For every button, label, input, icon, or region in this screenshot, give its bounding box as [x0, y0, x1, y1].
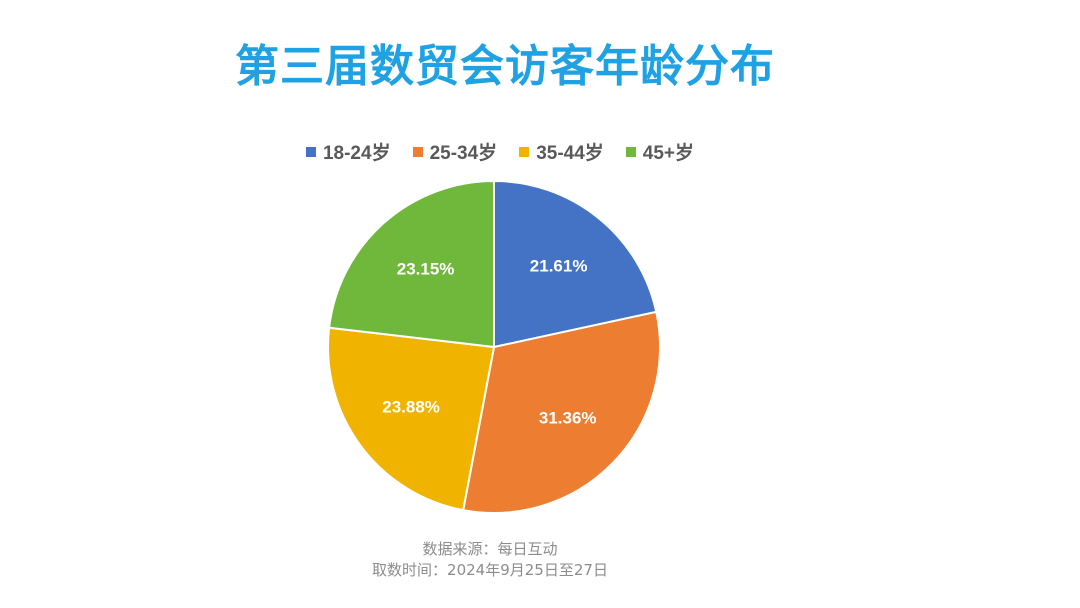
legend-item-25-34: 25-34岁 [412, 138, 498, 165]
data-period-note: 取数时间：2024年9月25日至27日 [372, 561, 608, 579]
pie-slice-label-18-24: 21.61% [530, 256, 588, 275]
data-source-note: 数据来源：每日互动 [422, 540, 558, 558]
legend-label: 45+岁 [642, 143, 695, 164]
pie-slice-label-45plus: 23.15% [397, 260, 455, 279]
legend-item-35-44: 35-44岁 [519, 138, 604, 165]
legend-label: 25-34岁 [429, 143, 498, 164]
legend-label: 18-24岁 [322, 143, 391, 164]
legend-swatch [519, 146, 530, 157]
legend-label: 35-44岁 [536, 143, 604, 164]
pie-slice-label-25-34: 31.36% [539, 408, 597, 427]
legend-swatch [305, 146, 316, 157]
chart-title: 第三届数贸会访客年龄分布 [235, 41, 775, 92]
legend-item-18-24: 18-24岁 [305, 138, 391, 165]
pie-slice-25-34 [462, 310, 661, 514]
pie-slice-45plus [328, 179, 495, 349]
legend-swatch [625, 146, 636, 157]
legend-swatch [412, 146, 423, 157]
pie-slice-label-35-44: 23.88% [382, 397, 440, 416]
pie-slice-18-24 [493, 179, 658, 349]
pie-slice-35-44 [327, 326, 496, 512]
legend-item-45-plus: 45+岁 [625, 138, 695, 165]
chart-legend: 18-24岁 25-34岁 35-44岁 45+岁 [270, 138, 730, 165]
